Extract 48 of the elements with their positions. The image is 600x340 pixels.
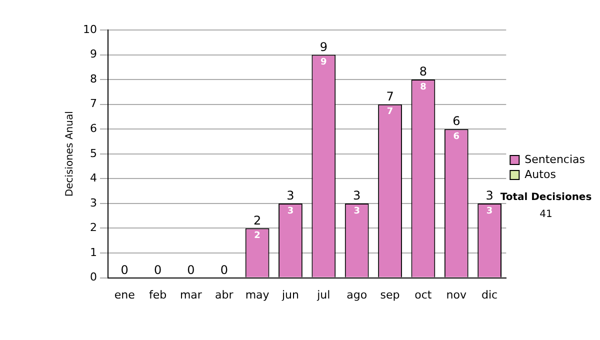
y-tick-label: 3 <box>90 196 97 210</box>
x-tick-label: feb <box>148 288 167 302</box>
data-label: 6 <box>453 132 460 142</box>
x-tick-label: ene <box>114 288 136 302</box>
y-tick-label: 6 <box>90 122 97 135</box>
text: 41 <box>538 209 554 220</box>
legend-label: Autos <box>524 168 556 181</box>
x-tick-label: nov <box>446 288 467 302</box>
total-label: 0 <box>120 262 128 277</box>
y-tick-label: 5 <box>90 146 97 160</box>
legend-label: Sentencias <box>524 152 586 166</box>
y-tick-label: 8 <box>90 72 97 86</box>
total-label: 9 <box>320 40 328 54</box>
y-tick-label: 4 <box>90 172 97 185</box>
total-label: 0 <box>154 262 162 277</box>
x-tick-label: abr <box>215 288 234 302</box>
y-axis-title: Decisiones Anual <box>64 111 76 197</box>
x-tick-label: jun <box>280 288 300 302</box>
x-tick-label: jul <box>316 288 330 302</box>
data-label: 7 <box>386 107 394 118</box>
y-tick-label: 10 <box>82 22 97 36</box>
data-label: 3 <box>486 206 493 216</box>
total-label: 2 <box>253 213 262 228</box>
y-tick-label: 1 <box>90 246 97 259</box>
data-label: 3 <box>287 206 294 216</box>
total-label: 0 <box>220 262 228 277</box>
total-label: 3 <box>353 188 361 203</box>
total-label: 3 <box>286 188 294 203</box>
annotation: Total Decisiones <box>499 192 593 203</box>
x-tick-label: ago <box>346 288 368 302</box>
x-tick-label: sep <box>380 288 400 302</box>
data-label: 3 <box>354 206 360 216</box>
data-label: 9 <box>320 58 327 68</box>
x-tick-label: dic <box>482 288 498 302</box>
x-tick-label: may <box>245 288 270 302</box>
y-tick-label: 9 <box>90 48 97 61</box>
data-label: 2 <box>254 231 260 242</box>
y-tick-label: 7 <box>90 97 97 110</box>
total-label: 8 <box>419 64 428 79</box>
total-label: 6 <box>452 114 460 128</box>
x-tick-label: mar <box>180 288 202 302</box>
data-label: 8 <box>420 82 426 92</box>
y-tick-label: 2 <box>90 221 97 234</box>
y-tick-label: 0 <box>90 270 97 284</box>
total-label: 7 <box>386 89 394 104</box>
total-label: 0 <box>187 262 195 277</box>
x-tick-label: oct <box>414 288 432 302</box>
total-label: 3 <box>486 188 494 203</box>
